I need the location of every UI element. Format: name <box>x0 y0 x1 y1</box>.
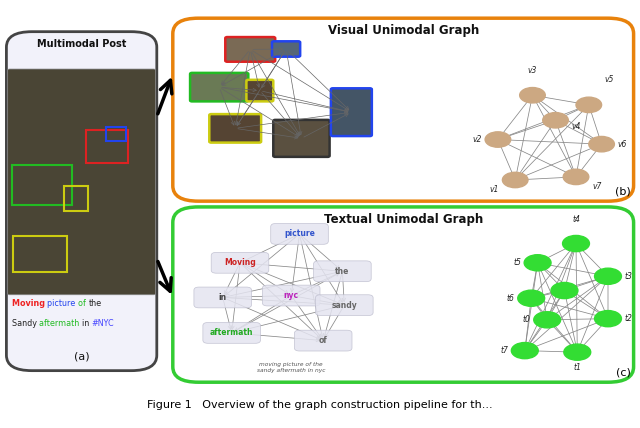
FancyBboxPatch shape <box>203 323 260 343</box>
Text: aftermath: aftermath <box>210 328 253 337</box>
Text: v6: v6 <box>618 140 627 149</box>
Text: t0: t0 <box>523 315 531 324</box>
Text: v2: v2 <box>472 135 482 144</box>
Text: Moving: Moving <box>12 300 47 309</box>
Text: picture: picture <box>284 229 315 238</box>
Text: Moving: Moving <box>224 258 256 268</box>
FancyBboxPatch shape <box>331 88 372 136</box>
Text: nyc: nyc <box>284 291 299 300</box>
Text: Figure 1   Overview of the graph construction pipeline for th...: Figure 1 Overview of the graph construct… <box>147 400 493 410</box>
FancyBboxPatch shape <box>314 261 371 282</box>
Text: (a): (a) <box>74 351 90 361</box>
FancyBboxPatch shape <box>273 120 330 157</box>
Bar <box>12 165 72 205</box>
Text: Multimodal Post: Multimodal Post <box>37 39 126 49</box>
Text: t4: t4 <box>572 214 580 223</box>
FancyBboxPatch shape <box>209 114 261 143</box>
Text: t2: t2 <box>625 314 632 323</box>
FancyBboxPatch shape <box>173 207 634 382</box>
Circle shape <box>551 282 578 299</box>
Text: Sandy: Sandy <box>12 318 39 328</box>
FancyBboxPatch shape <box>8 69 156 295</box>
Text: v1: v1 <box>490 184 499 193</box>
Bar <box>13 236 67 273</box>
Text: v4: v4 <box>572 122 581 131</box>
FancyBboxPatch shape <box>225 37 275 62</box>
FancyBboxPatch shape <box>316 295 373 315</box>
Text: of: of <box>78 300 88 309</box>
Text: of: of <box>319 336 328 345</box>
Bar <box>106 127 126 141</box>
Text: the: the <box>335 267 349 276</box>
Text: in: in <box>219 293 227 302</box>
FancyBboxPatch shape <box>262 285 320 306</box>
Circle shape <box>543 113 568 128</box>
FancyBboxPatch shape <box>211 253 269 273</box>
FancyBboxPatch shape <box>6 32 157 371</box>
Circle shape <box>595 311 621 327</box>
Text: aftermath: aftermath <box>39 318 82 328</box>
Text: v3: v3 <box>528 66 537 75</box>
FancyBboxPatch shape <box>190 73 248 101</box>
Circle shape <box>595 268 621 284</box>
Text: picture: picture <box>47 300 78 309</box>
Text: (c): (c) <box>616 368 630 377</box>
Text: t1: t1 <box>573 363 581 372</box>
Circle shape <box>563 235 589 252</box>
Circle shape <box>576 97 602 113</box>
Circle shape <box>511 342 538 359</box>
Bar <box>64 186 88 211</box>
Text: t6: t6 <box>507 294 515 303</box>
Text: in: in <box>82 318 92 328</box>
Text: v5: v5 <box>605 75 614 84</box>
Circle shape <box>520 88 545 103</box>
FancyBboxPatch shape <box>272 42 300 57</box>
Circle shape <box>502 172 528 187</box>
Circle shape <box>589 137 614 152</box>
FancyBboxPatch shape <box>194 287 252 308</box>
FancyBboxPatch shape <box>294 330 352 351</box>
Bar <box>86 130 128 163</box>
Circle shape <box>564 344 591 360</box>
Text: t5: t5 <box>513 258 521 268</box>
Text: t3: t3 <box>625 272 632 281</box>
FancyBboxPatch shape <box>173 18 634 201</box>
Circle shape <box>563 169 589 184</box>
Circle shape <box>534 312 561 328</box>
Circle shape <box>485 132 511 147</box>
Circle shape <box>524 255 551 271</box>
FancyBboxPatch shape <box>271 223 328 244</box>
Text: Textual Unimodal Graph: Textual Unimodal Graph <box>324 213 483 226</box>
Text: the: the <box>88 300 102 309</box>
Text: t8: t8 <box>561 286 568 295</box>
Text: t7: t7 <box>500 346 508 355</box>
FancyBboxPatch shape <box>246 80 273 101</box>
Text: moving picture of the
sandy aftermath in nyc: moving picture of the sandy aftermath in… <box>257 362 326 373</box>
Text: Visual Unimodal Graph: Visual Unimodal Graph <box>328 24 479 37</box>
Text: sandy: sandy <box>332 300 357 310</box>
Text: #NYC: #NYC <box>92 318 114 328</box>
Text: v7: v7 <box>592 181 602 190</box>
Circle shape <box>518 290 545 306</box>
Text: (b): (b) <box>614 187 630 196</box>
